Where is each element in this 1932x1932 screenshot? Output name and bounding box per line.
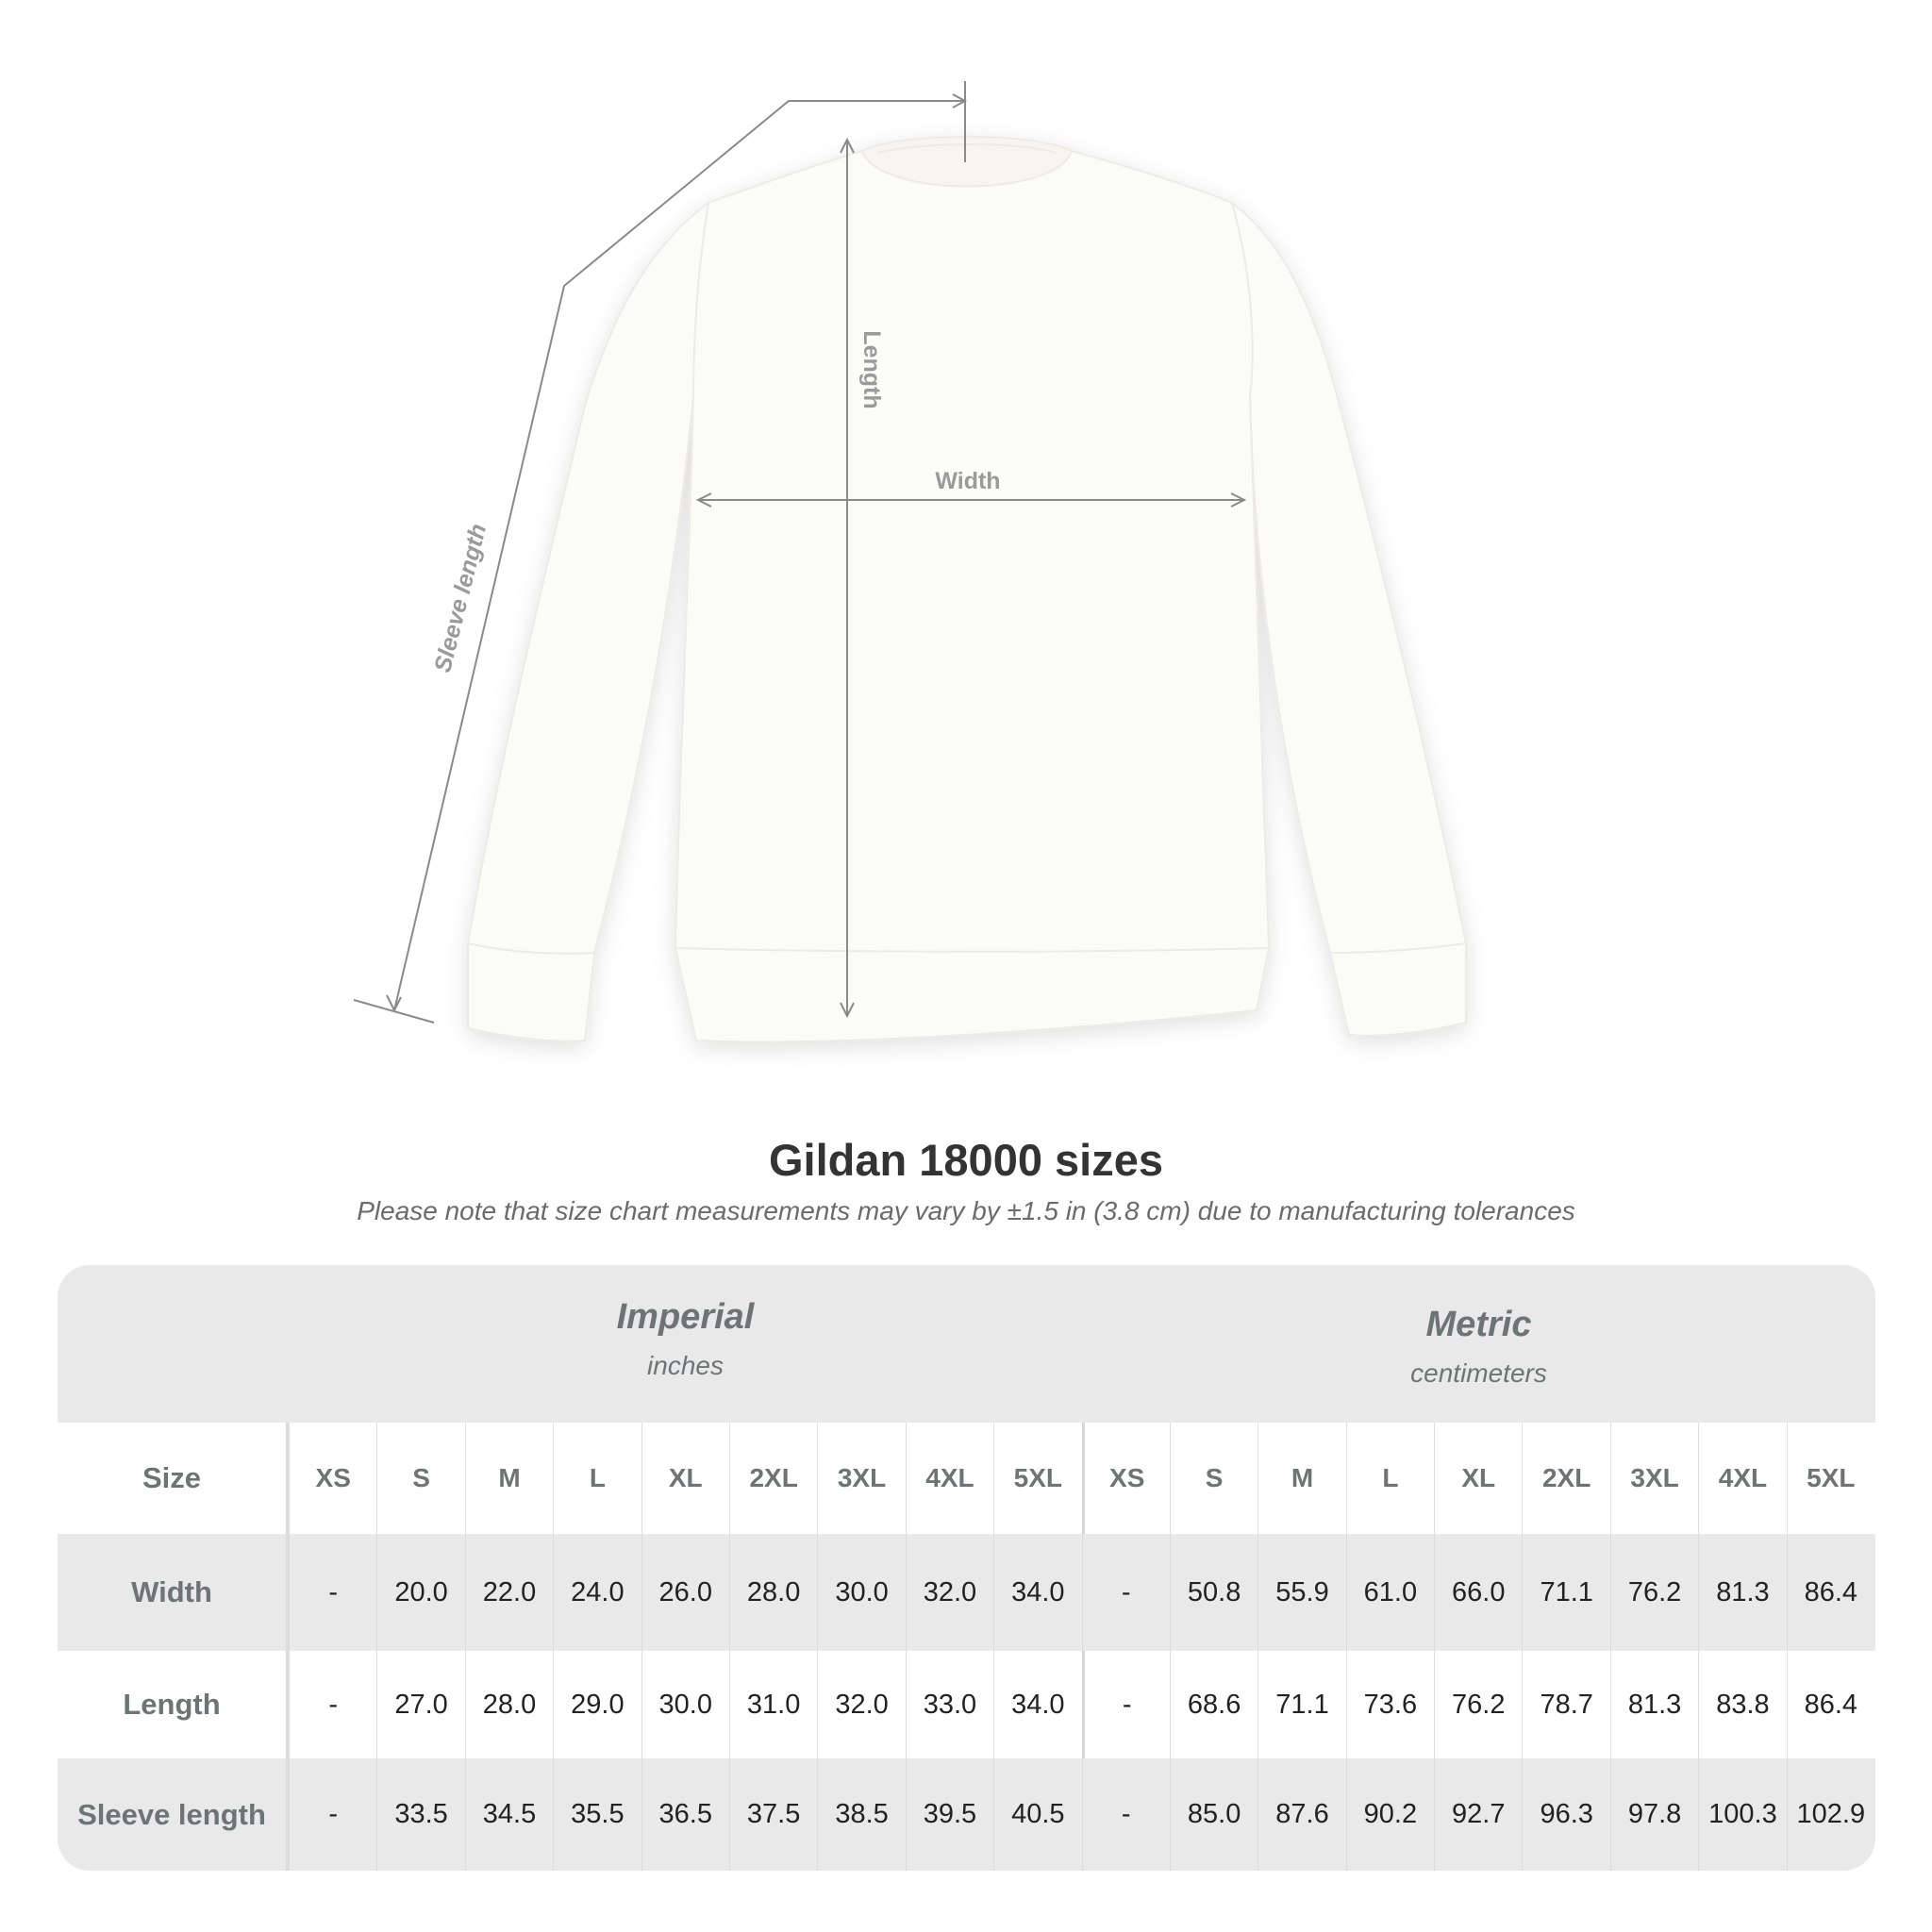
value-cell: 68.6	[1169, 1651, 1257, 1758]
imperial-unit: inches	[647, 1351, 724, 1380]
value-cell: 86.4	[1786, 1534, 1874, 1651]
value-cell: 32.0	[817, 1651, 905, 1758]
value-cell: 32.0	[905, 1534, 993, 1651]
value-cell: 26.0	[641, 1534, 729, 1651]
length-label: Length	[858, 330, 885, 408]
value-cell: 73.6	[1345, 1651, 1434, 1758]
value-cell: 31.0	[728, 1651, 817, 1758]
measurement-lines	[353, 81, 1247, 1024]
size-metric-3xl: 3XL	[1609, 1423, 1698, 1534]
size-metric-m: M	[1257, 1423, 1345, 1534]
value-cell: 36.5	[641, 1758, 729, 1871]
sleeve-length-label: Sleeve length	[429, 521, 491, 675]
width-label: Width	[935, 468, 1000, 494]
size-imperial-l: L	[553, 1423, 641, 1534]
value-cell: 28.0	[464, 1651, 553, 1758]
size-table: Imperial inches Metric centimeters Size X…	[58, 1265, 1875, 1871]
value-cell: 27.0	[376, 1651, 464, 1758]
value-cell: 97.8	[1609, 1758, 1698, 1871]
value-cell: 87.6	[1257, 1758, 1345, 1871]
value-cell: 40.5	[993, 1758, 1081, 1871]
table-row-width: Width -20.0 22.0 24.0 26.0 28.0 30.0 32.0 34.0-5…	[58, 1534, 1875, 1651]
value-cell: 37.5	[728, 1758, 817, 1871]
value-cell: 66.0	[1434, 1534, 1522, 1651]
size-metric-2xl: 2XL	[1522, 1423, 1609, 1534]
value-cell: 83.8	[1698, 1651, 1786, 1758]
sweatshirt-image	[467, 136, 1467, 1043]
size-imperial-xl: XL	[641, 1423, 729, 1534]
size-imperial-s: S	[376, 1423, 464, 1534]
table-row-sleeve-length: Sleeve length -33.5 34.5 35.5 36.5 37.5 38.5 39…	[58, 1758, 1875, 1871]
value-cell: -	[289, 1651, 376, 1758]
value-cell: 71.1	[1522, 1534, 1609, 1651]
value-cell: 28.0	[728, 1534, 817, 1651]
size-imperial-xs: XS	[289, 1423, 376, 1534]
tolerance-note: Please note that size chart measurements…	[357, 1196, 1575, 1225]
value-cell: 76.2	[1434, 1651, 1522, 1758]
page-title: Gildan 18000 sizes	[768, 1135, 1164, 1185]
value-cell: -	[289, 1758, 376, 1871]
row-label: Sleeve length	[58, 1758, 289, 1871]
size-metric-5xl: 5XL	[1786, 1423, 1874, 1534]
size-imperial-5xl: 5XL	[993, 1423, 1081, 1534]
value-cell: 30.0	[817, 1534, 905, 1651]
value-cell: 92.7	[1434, 1758, 1522, 1871]
value-cell: -	[1081, 1534, 1170, 1651]
size-metric-xs: XS	[1081, 1423, 1170, 1534]
value-cell: 29.0	[553, 1651, 641, 1758]
row-label: Width	[58, 1534, 289, 1651]
value-cell: 34.0	[993, 1651, 1081, 1758]
size-imperial-2xl: 2XL	[728, 1423, 817, 1534]
value-cell: 50.8	[1169, 1534, 1257, 1651]
size-header: Size	[58, 1423, 289, 1534]
sweatshirt-diagram: Length Width Sleeve length	[353, 81, 1467, 1043]
size-metric-s: S	[1169, 1423, 1257, 1534]
row-label: Length	[58, 1651, 289, 1758]
value-cell: 71.1	[1257, 1651, 1345, 1758]
imperial-header: Imperial inches	[289, 1265, 1082, 1455]
metric-unit: centimeters	[1410, 1358, 1547, 1388]
metric-label: Metric	[1425, 1305, 1532, 1344]
size-metric-4xl: 4XL	[1698, 1423, 1786, 1534]
size-imperial-3xl: 3XL	[817, 1423, 905, 1534]
value-cell: 61.0	[1345, 1534, 1434, 1651]
metric-header: Metric centimeters	[1082, 1265, 1875, 1462]
value-cell: 100.3	[1698, 1758, 1786, 1871]
size-imperial-4xl: 4XL	[905, 1423, 993, 1534]
value-cell: 24.0	[553, 1534, 641, 1651]
value-cell: 22.0	[464, 1534, 553, 1651]
value-cell: 20.0	[376, 1534, 464, 1651]
imperial-label: Imperial	[616, 1297, 755, 1337]
value-cell: 78.7	[1522, 1651, 1609, 1758]
value-cell: 81.3	[1698, 1534, 1786, 1651]
size-imperial-m: M	[464, 1423, 553, 1534]
size-metric-xl: XL	[1434, 1423, 1522, 1534]
value-cell: 90.2	[1345, 1758, 1434, 1871]
value-cell: 76.2	[1609, 1534, 1698, 1651]
value-cell: -	[1081, 1651, 1170, 1758]
value-cell: -	[1081, 1758, 1170, 1871]
value-cell: 81.3	[1609, 1651, 1698, 1758]
value-cell: 102.9	[1786, 1758, 1874, 1871]
value-cell: 34.0	[993, 1534, 1081, 1651]
value-cell: 30.0	[641, 1651, 729, 1758]
value-cell: 85.0	[1169, 1758, 1257, 1871]
value-cell: 86.4	[1786, 1651, 1874, 1758]
value-cell: 33.0	[905, 1651, 993, 1758]
value-cell: 34.5	[464, 1758, 553, 1871]
value-cell: 33.5	[376, 1758, 464, 1871]
value-cell: 38.5	[817, 1758, 905, 1871]
value-cell: 39.5	[905, 1758, 993, 1871]
value-cell: 55.9	[1257, 1534, 1345, 1651]
value-cell: 96.3	[1522, 1758, 1609, 1871]
table-row-length: Length -27.0 28.0 29.0 30.0 31.0 32.0 33.0 34.0-…	[58, 1651, 1875, 1758]
value-cell: -	[289, 1534, 376, 1651]
size-row: Size XS S M L XL 2XL 3XL 4XL 5XL XS S M L XL 2XL 3XL 4XL 5…	[58, 1423, 1875, 1534]
size-metric-l: L	[1345, 1423, 1434, 1534]
value-cell: 35.5	[553, 1758, 641, 1871]
